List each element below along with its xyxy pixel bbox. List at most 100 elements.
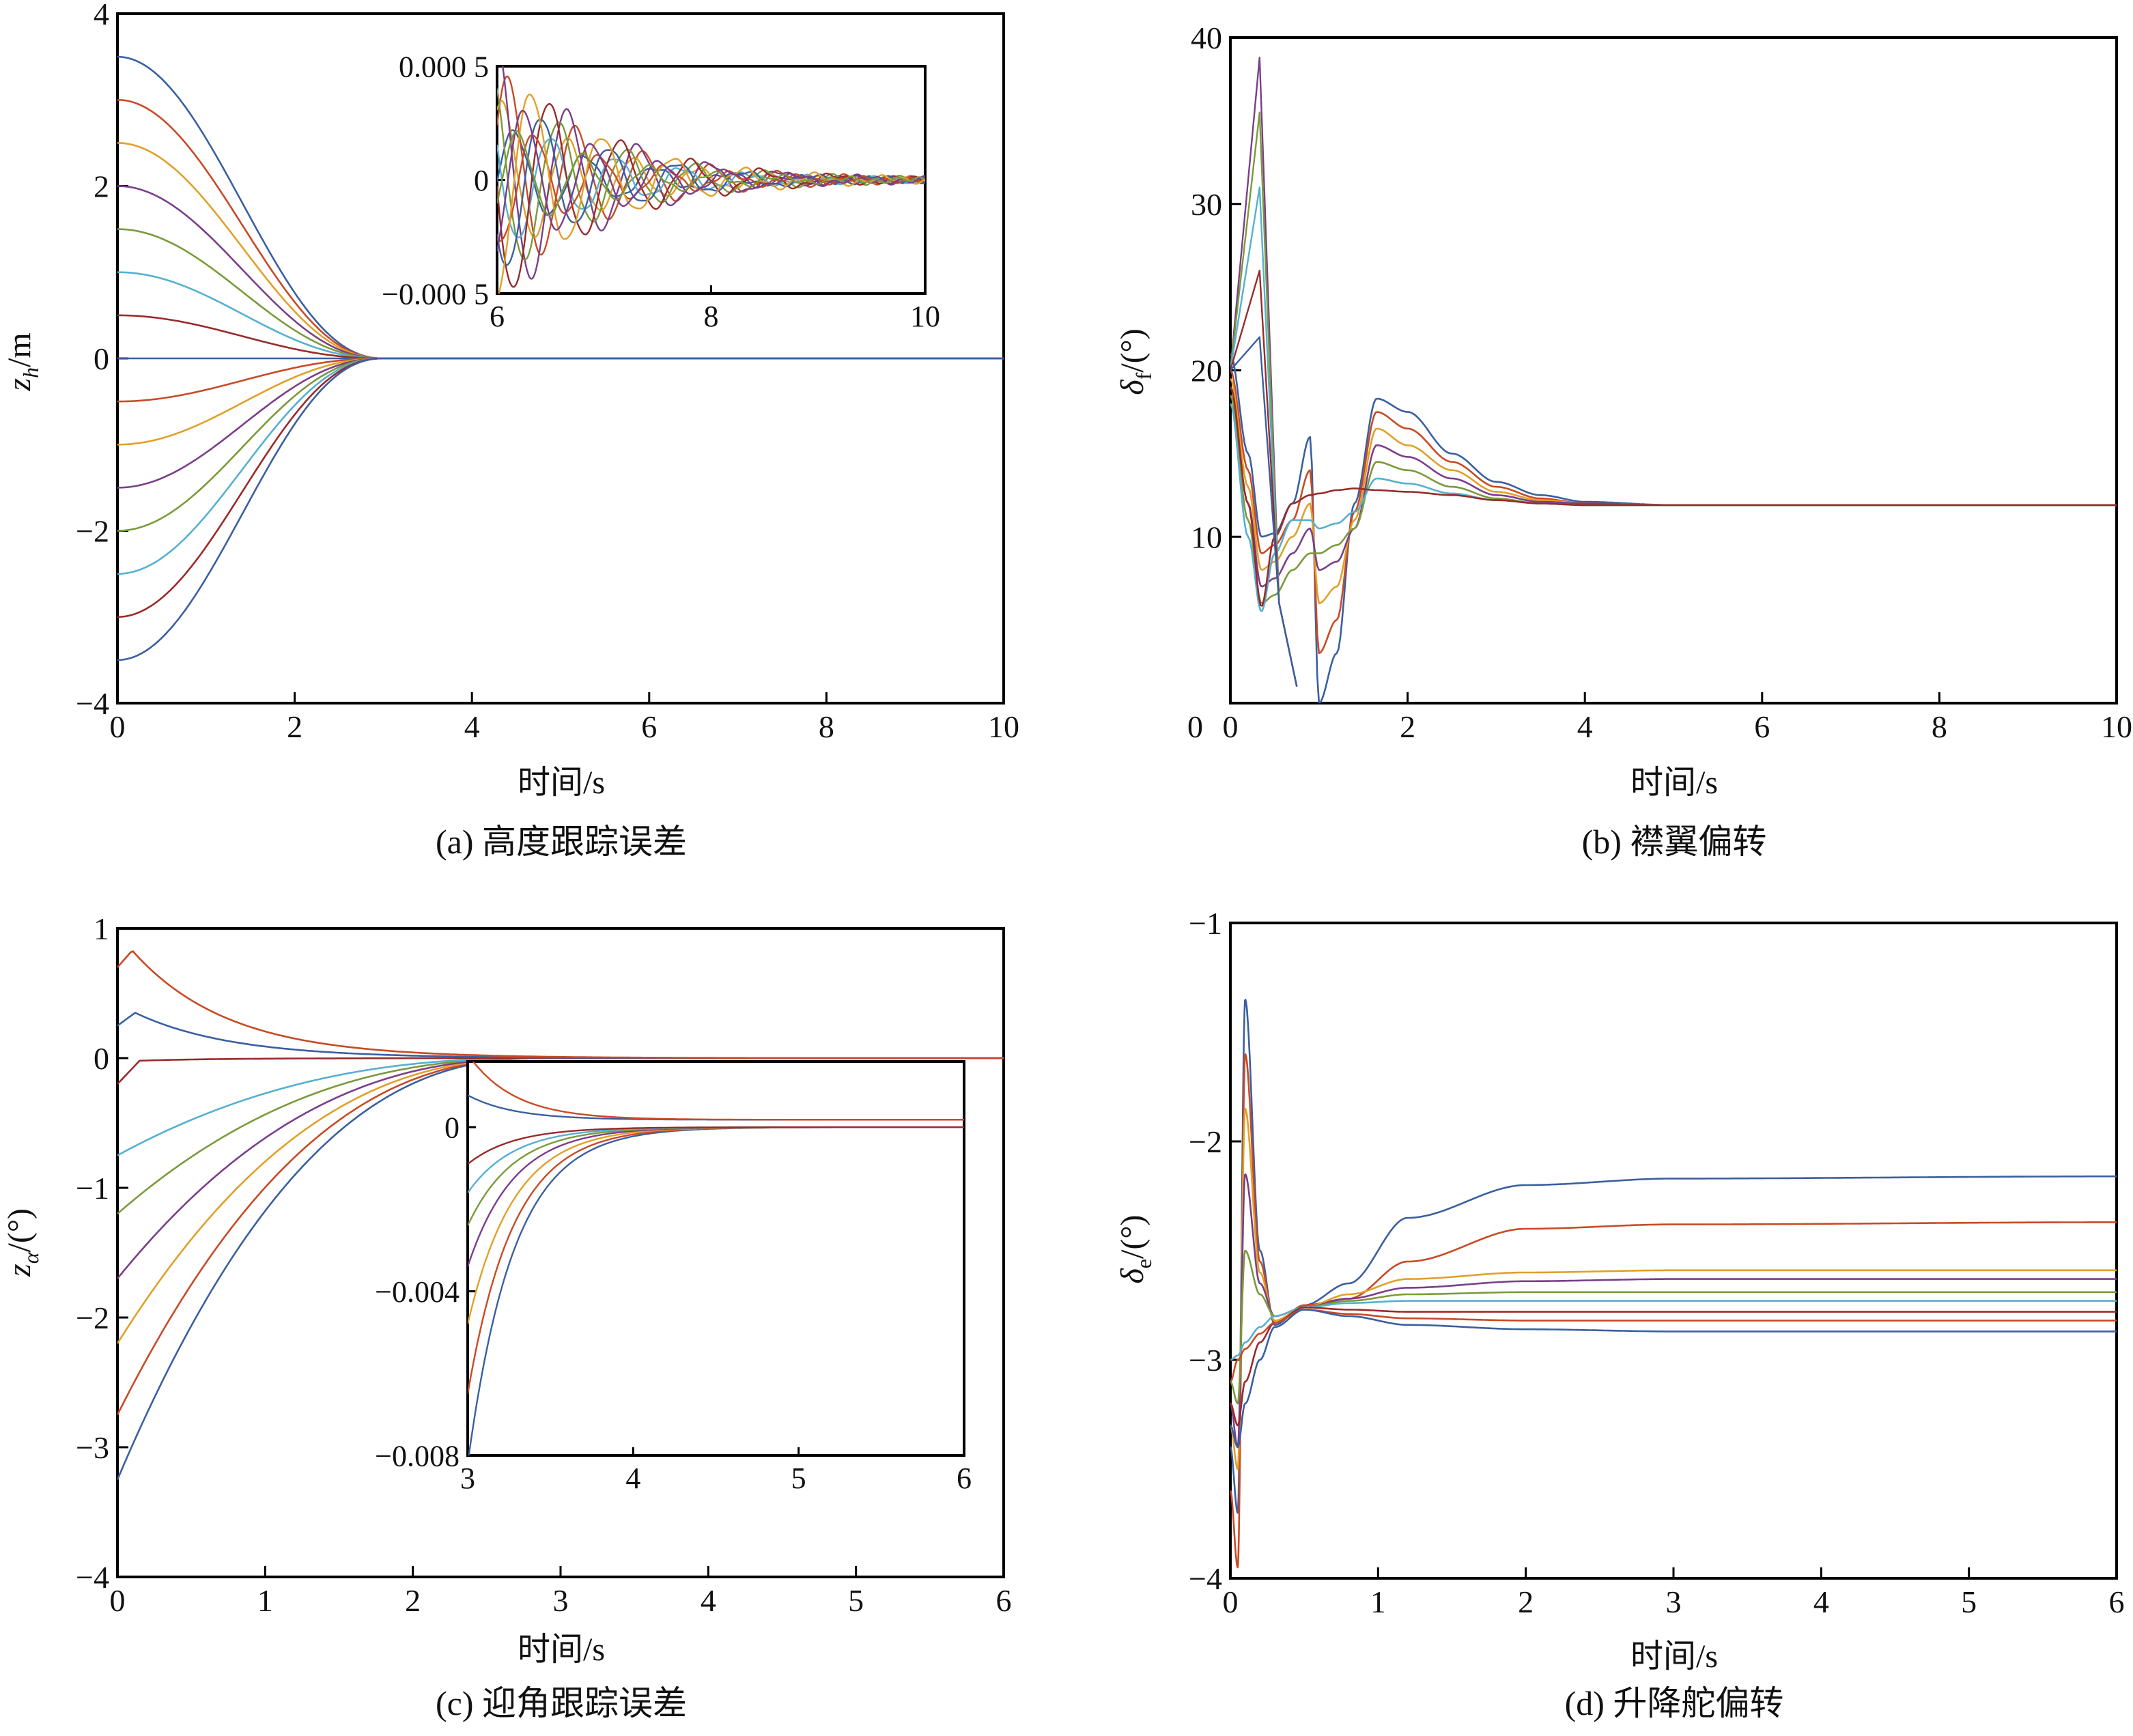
panel-d-ytick-label: −2 bbox=[1189, 1124, 1222, 1159]
panel-d-ylabel: δe/(°) bbox=[1114, 1214, 1156, 1283]
panel-b-ytick-label: 40 bbox=[1191, 20, 1222, 55]
panel-d-xtick-label: 4 bbox=[1813, 1584, 1829, 1619]
panel-a-ytick-label: −2 bbox=[76, 514, 109, 549]
panel-a-inset-ytick-label: 0.000 5 bbox=[399, 50, 489, 83]
panel-d-caption: (d) 升降舵偏转 bbox=[1565, 1684, 1784, 1722]
panel-d-ytick-label: −3 bbox=[1189, 1343, 1222, 1378]
panel-d-ytick-label: −4 bbox=[1189, 1561, 1222, 1596]
panel-c-ytick-label: −1 bbox=[76, 1171, 109, 1206]
panel-a-ytick-label: 2 bbox=[94, 169, 109, 204]
panel-c-inset-xtick-label: 6 bbox=[957, 1462, 972, 1495]
panel-a-ytick-label: −4 bbox=[76, 686, 109, 721]
panel-a-xlabel: 时间/s bbox=[518, 765, 605, 801]
panel-b-ylabel: δf/(°) bbox=[1114, 328, 1156, 395]
panel-a-ytick-label: 0 bbox=[94, 341, 109, 376]
panel-b-caption: (b) 襟翼偏转 bbox=[1582, 823, 1767, 861]
panel-b-xlabel: 时间/s bbox=[1630, 765, 1718, 801]
panel-a-series-line bbox=[117, 357, 1004, 403]
panel-d-series-line bbox=[1230, 1309, 2117, 1449]
panel-b-ytick-label: 10 bbox=[1191, 520, 1222, 554]
panel-c-ylabel: zα/(°) bbox=[1, 1208, 43, 1277]
panel-b-ytick-label: 20 bbox=[1191, 354, 1222, 388]
panel-c-ytick-label: −2 bbox=[76, 1300, 109, 1335]
panel-a-inset: 6 8 10 −0.000 5 0 0.000 5 bbox=[382, 50, 940, 333]
panel-a-caption: (a) 高度跟踪误差 bbox=[436, 823, 687, 861]
panel-b-series-line bbox=[1230, 353, 2117, 703]
panel-c-inset-xtick-label: 5 bbox=[791, 1462, 806, 1495]
panel-c-plot: 0 1 2 3 4 5 6 −4 −3 −2 −1 0 1 bbox=[76, 911, 1011, 1618]
panel-c-xtick-label: 4 bbox=[701, 1583, 716, 1618]
panel-c-caption: (c) 迎角跟踪误差 bbox=[436, 1684, 687, 1722]
panel-a-xtick-label: 2 bbox=[287, 709, 302, 744]
panel-a-xtick-label: 4 bbox=[464, 709, 480, 744]
panel-d-plot: 0 1 2 3 4 5 6 −4 −3 −2 −1 bbox=[1189, 906, 2124, 1619]
panel-c-inset: 3 4 5 6 −0.008 −0.004 0 bbox=[375, 1060, 972, 1495]
panel-c-ytick-label: −3 bbox=[76, 1430, 109, 1465]
panel-d-series-line bbox=[1230, 999, 2117, 1514]
panel-d-ytick-label: −1 bbox=[1189, 906, 1222, 941]
panel-c: 0 1 2 3 4 5 6 −4 −3 −2 −1 0 1 3 4 5 6 −0.008 −0.004 0 时间/s… bbox=[1, 911, 1012, 1722]
panel-d-xtick-label: 1 bbox=[1370, 1584, 1386, 1619]
panel-b-series-line bbox=[1230, 369, 2117, 655]
panel-b-series-line bbox=[1230, 378, 2117, 605]
panel-a-xtick-label: 6 bbox=[641, 709, 657, 744]
panel-d-series-line bbox=[1230, 1108, 2117, 1470]
panel-b: 0 2 4 6 8 10 10 20 30 40 0 时间/s (b) 襟翼偏转 δf/(°) bbox=[1114, 20, 2132, 861]
panel-d-series-line bbox=[1230, 1306, 2117, 1427]
panel-c-inset-frame bbox=[466, 1060, 965, 1457]
panel-c-xtick-label: 5 bbox=[848, 1583, 864, 1618]
panel-d-xtick-label: 5 bbox=[1961, 1584, 1977, 1619]
panel-d-series-line bbox=[1230, 1309, 2117, 1383]
panel-b-plot: 0 2 4 6 8 10 10 20 30 40 0 bbox=[1187, 20, 2132, 744]
panel-d: 0 1 2 3 4 5 6 −4 −3 −2 −1 时间/s (d) 升降舵偏转 δe/(°) bbox=[1114, 906, 2125, 1722]
panel-a-ytick-label: 4 bbox=[94, 0, 109, 31]
panel-a-inset-xtick-label: 10 bbox=[910, 300, 940, 333]
panel-d-xtick-label: 6 bbox=[2109, 1584, 2125, 1619]
panel-c-inset-xtick-label: 3 bbox=[460, 1462, 475, 1495]
panel-c-xtick-label: 2 bbox=[405, 1583, 421, 1618]
panel-a-series-line bbox=[117, 357, 1004, 575]
panel-a: 0 2 4 6 8 10 −4 −2 0 2 4 6 8 10 −0.000 5 0 0.000 5 时间/s… bbox=[1, 0, 1019, 861]
panel-c-ytick-label: −4 bbox=[76, 1560, 109, 1595]
panel-a-inset-xtick-label: 8 bbox=[704, 300, 719, 333]
panel-b-xtick-label: 2 bbox=[1400, 709, 1415, 744]
panel-c-inset-ytick-label: −0.004 bbox=[375, 1275, 460, 1309]
panel-b-xtick-label: 10 bbox=[2101, 709, 2132, 744]
panel-a-ylabel: zh/m bbox=[1, 332, 43, 391]
panel-c-xtick-label: 3 bbox=[553, 1583, 569, 1618]
panel-c-inset-ytick-label: −0.008 bbox=[375, 1439, 460, 1472]
panel-a-xtick-label: 8 bbox=[819, 709, 834, 744]
panel-c-inset-ytick-label: 0 bbox=[444, 1111, 460, 1145]
panel-c-series-line bbox=[117, 950, 1004, 1059]
panel-c-inset-bg bbox=[468, 1062, 964, 1455]
panel-c-xtick-label: 1 bbox=[257, 1583, 273, 1618]
panel-b-spike-line bbox=[1230, 57, 1298, 687]
panel-a-xtick-label: 0 bbox=[110, 709, 126, 744]
panel-d-xtick-label: 3 bbox=[1666, 1584, 1682, 1619]
panel-a-series-line bbox=[117, 357, 1004, 532]
panel-d-xtick-label: 2 bbox=[1518, 1584, 1534, 1619]
panel-c-xtick-label: 6 bbox=[996, 1583, 1012, 1618]
panel-d-xtick-label: 0 bbox=[1223, 1584, 1239, 1619]
panel-d-series-line bbox=[1230, 1300, 2117, 1361]
panel-a-inset-series-line bbox=[498, 94, 925, 294]
panel-b-xtick-label: 6 bbox=[1754, 709, 1770, 744]
panel-b-xtick-label: 8 bbox=[1932, 709, 1947, 744]
panel-c-series-line bbox=[117, 1012, 1004, 1059]
panel-b-xtick-label: 4 bbox=[1577, 709, 1593, 744]
panel-c-xlabel: 时间/s bbox=[518, 1632, 605, 1668]
panel-a-plot: 0 2 4 6 8 10 −4 −2 0 2 4 bbox=[76, 0, 1019, 744]
panel-b-xtick-label: 0 bbox=[1223, 709, 1239, 744]
panel-a-series-line bbox=[117, 357, 1004, 661]
panel-a-inset-ytick-label: −0.000 5 bbox=[382, 277, 489, 311]
panel-a-inset-series-line bbox=[501, 66, 925, 280]
panel-a-inset-ytick-label: 0 bbox=[474, 164, 489, 197]
panel-c-inset-series-line bbox=[472, 1062, 964, 1121]
panel-a-series-line bbox=[117, 357, 1004, 446]
panel-d-frame bbox=[1229, 922, 2118, 1580]
panel-a-series-line bbox=[117, 314, 1004, 360]
panel-a-series-line bbox=[117, 357, 1004, 618]
panel-c-inset-xtick-label: 4 bbox=[625, 1462, 640, 1495]
panel-b-ytick-label: 30 bbox=[1191, 187, 1222, 222]
